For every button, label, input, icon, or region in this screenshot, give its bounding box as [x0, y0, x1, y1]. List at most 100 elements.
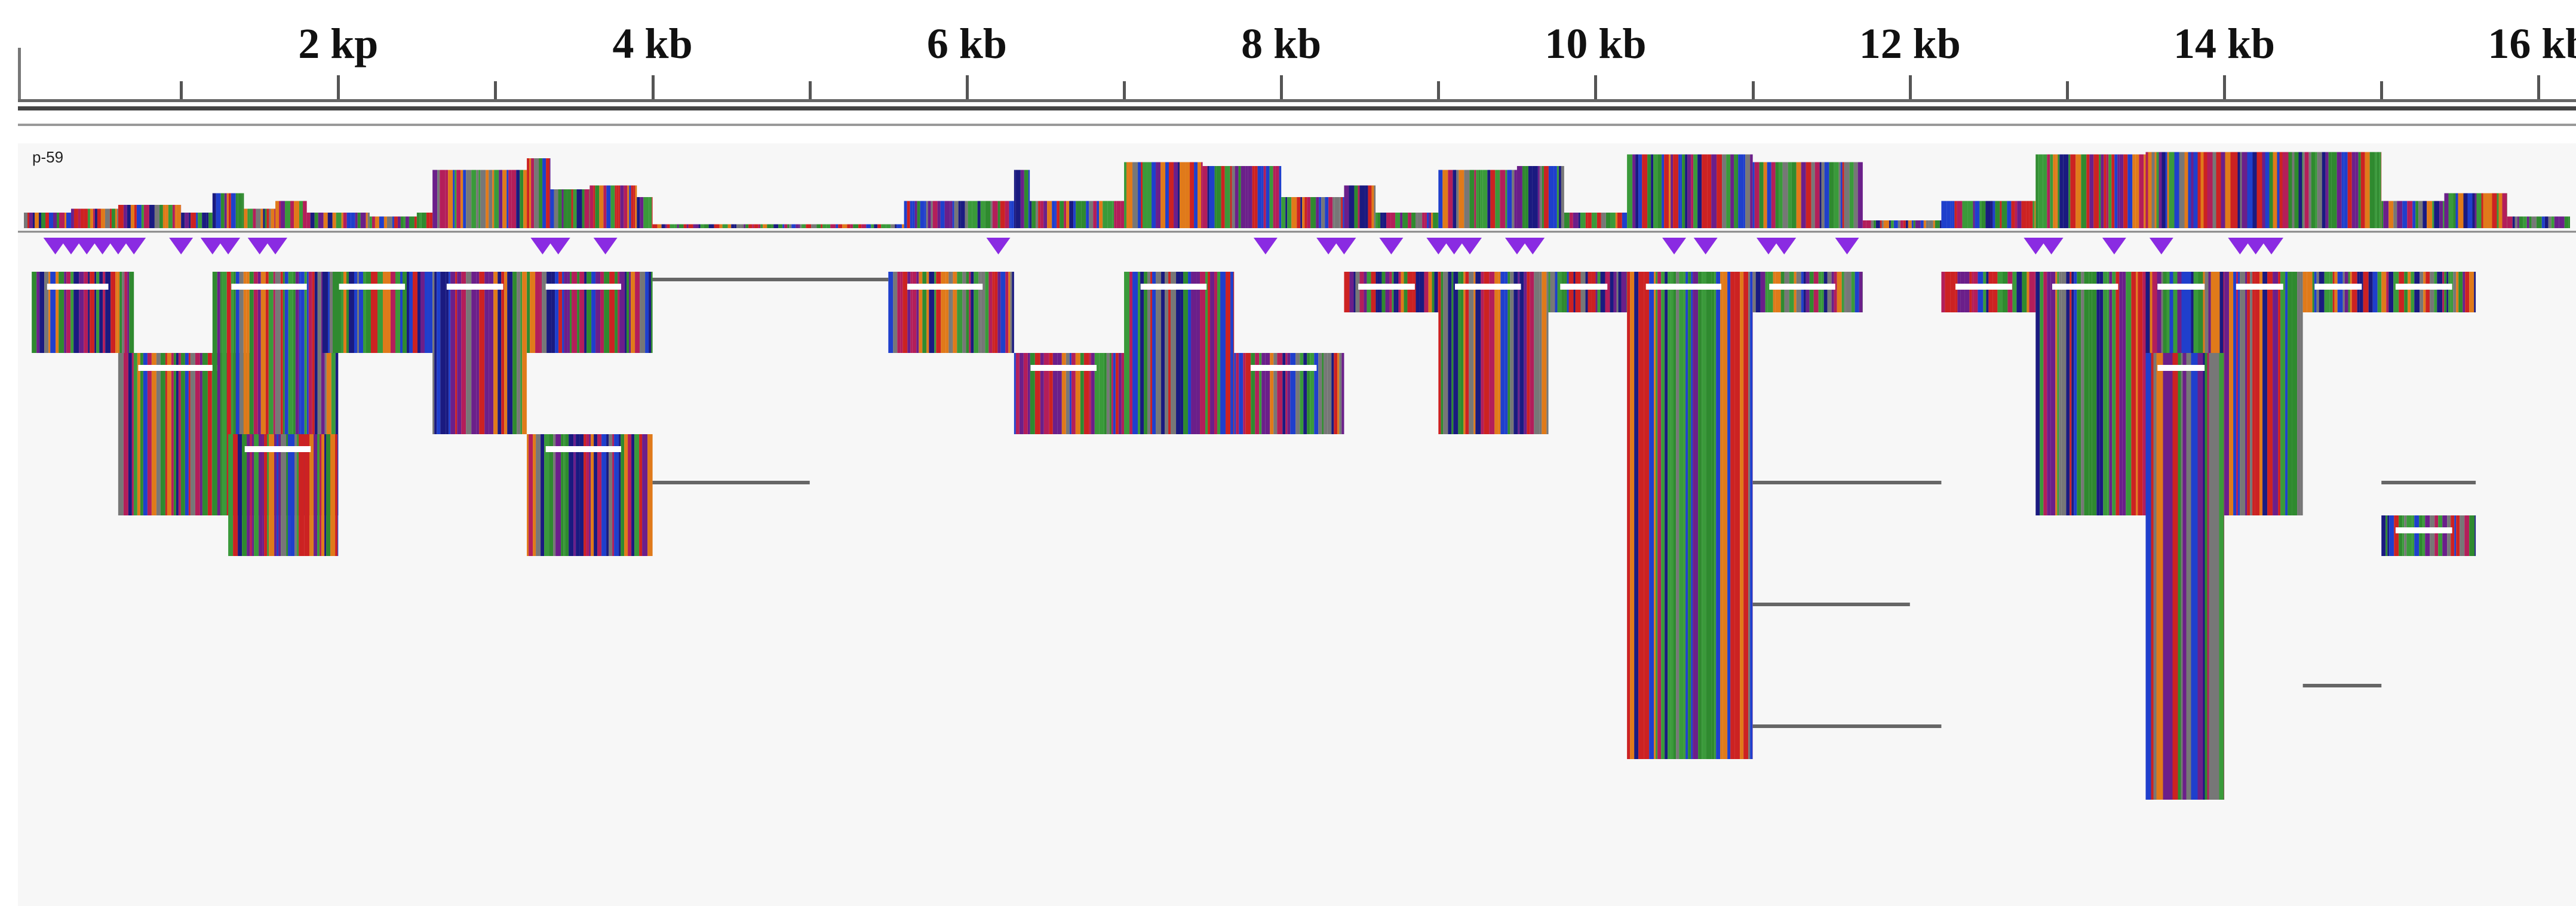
insertion-marker-icon[interactable]: [1316, 238, 1341, 254]
coverage-bar[interactable]: [275, 201, 307, 229]
read-block[interactable]: [2381, 272, 2476, 312]
coverage-bar[interactable]: [1375, 213, 1439, 228]
insertion-marker-icon[interactable]: [216, 238, 241, 254]
read-block[interactable]: [322, 272, 433, 353]
read-block[interactable]: [1627, 272, 1753, 759]
insertion-marker-icon[interactable]: [1772, 238, 1797, 254]
read-line[interactable]: [2381, 481, 2476, 484]
insertion-marker-icon[interactable]: [2243, 238, 2268, 254]
coverage-bar[interactable]: [731, 224, 904, 229]
coverage-bar[interactable]: [2302, 152, 2382, 228]
insertion-marker-icon[interactable]: [1457, 238, 1482, 254]
read-block[interactable]: [2224, 272, 2303, 515]
coverage-bar[interactable]: [24, 213, 71, 228]
coverage-bar[interactable]: [369, 216, 417, 229]
coverage-bar[interactable]: [1752, 162, 1863, 229]
coverage-bar[interactable]: [2145, 152, 2303, 228]
coverage-bar[interactable]: [181, 213, 213, 228]
read-block[interactable]: [1344, 272, 1439, 312]
coverage-bar[interactable]: [2507, 216, 2570, 229]
read-block[interactable]: [2145, 272, 2225, 353]
read-block[interactable]: [888, 272, 1014, 353]
coverage-bar[interactable]: [1516, 166, 1564, 228]
coverage-bar[interactable]: [432, 170, 527, 229]
read-block[interactable]: [212, 272, 339, 515]
insertion-marker-icon[interactable]: [1505, 238, 1529, 254]
insertion-marker-icon[interactable]: [530, 238, 555, 254]
insertion-marker-icon[interactable]: [2149, 238, 2173, 254]
insertion-marker-icon[interactable]: [2039, 238, 2064, 254]
coverage-bar[interactable]: [1014, 170, 1030, 229]
read-block[interactable]: [1124, 272, 1235, 434]
coverage-bar[interactable]: [589, 185, 637, 229]
insertion-marker-icon[interactable]: [1756, 238, 1780, 254]
read-block[interactable]: [2381, 515, 2476, 556]
insertion-marker-icon[interactable]: [546, 238, 570, 254]
insertion-marker-icon[interactable]: [1442, 238, 1466, 254]
read-block[interactable]: [527, 272, 653, 353]
read-block[interactable]: [1234, 353, 1344, 434]
coverage-bar[interactable]: [1862, 220, 1942, 228]
read-line[interactable]: [652, 278, 810, 281]
insertion-marker-icon[interactable]: [2259, 238, 2284, 254]
read-block[interactable]: [1752, 272, 1863, 312]
read-block[interactable]: [1438, 272, 1549, 434]
coverage-bar[interactable]: [1627, 154, 1753, 229]
alignment-canvas[interactable]: [18, 143, 2576, 906]
coverage-bar[interactable]: [1124, 162, 1203, 229]
insertion-marker-icon[interactable]: [1379, 238, 1404, 254]
insertion-marker-icon[interactable]: [43, 238, 67, 254]
coverage-bar[interactable]: [212, 193, 244, 229]
coverage-bar[interactable]: [1030, 201, 1125, 229]
coverage-bar[interactable]: [527, 158, 551, 228]
insertion-marker-icon[interactable]: [169, 238, 194, 254]
read-block[interactable]: [2035, 272, 2146, 515]
coverage-bar[interactable]: [118, 205, 182, 228]
read-block[interactable]: [228, 434, 339, 556]
read-block[interactable]: [432, 272, 527, 434]
insertion-marker-icon[interactable]: [247, 238, 272, 254]
coverage-bar[interactable]: [637, 197, 653, 228]
read-block[interactable]: [1014, 353, 1125, 434]
coverage-bar[interactable]: [306, 213, 370, 228]
coverage-bar[interactable]: [1564, 213, 1628, 228]
read-line[interactable]: [2302, 684, 2382, 687]
insertion-marker-icon[interactable]: [1835, 238, 1859, 254]
insertion-marker-icon[interactable]: [1332, 238, 1356, 254]
coverage-bar[interactable]: [1202, 166, 1282, 228]
coverage-bar[interactable]: [416, 213, 433, 228]
read-block[interactable]: [2302, 272, 2382, 312]
coverage-bar[interactable]: [1281, 197, 1344, 228]
read-block[interactable]: [1548, 272, 1628, 312]
insertion-marker-icon[interactable]: [2024, 238, 2048, 254]
read-line[interactable]: [1752, 481, 1942, 484]
coverage-bar[interactable]: [2381, 201, 2445, 229]
insertion-marker-icon[interactable]: [200, 238, 225, 254]
insertion-marker-icon[interactable]: [1662, 238, 1687, 254]
insertion-marker-icon[interactable]: [106, 238, 130, 254]
insertion-marker-icon[interactable]: [986, 238, 1011, 254]
coverage-bar[interactable]: [550, 189, 590, 228]
insertion-marker-icon[interactable]: [75, 238, 99, 254]
read-line[interactable]: [1752, 603, 1910, 606]
read-block[interactable]: [527, 434, 653, 556]
insertion-marker-icon[interactable]: [1426, 238, 1451, 254]
read-block[interactable]: [32, 272, 134, 353]
insertion-marker-icon[interactable]: [59, 238, 83, 254]
insertion-marker-icon[interactable]: [1521, 238, 1545, 254]
coverage-bar[interactable]: [1941, 201, 2036, 229]
coverage-bar[interactable]: [2444, 193, 2507, 229]
read-line[interactable]: [652, 481, 810, 484]
insertion-marker-icon[interactable]: [1693, 238, 1718, 254]
coverage-bar[interactable]: [1344, 185, 1376, 229]
insertion-marker-icon[interactable]: [2228, 238, 2252, 254]
read-block[interactable]: [1941, 272, 2036, 312]
insertion-marker-icon[interactable]: [263, 238, 288, 254]
coverage-bar[interactable]: [70, 208, 118, 229]
read-line[interactable]: [1752, 724, 1942, 728]
insertion-marker-icon[interactable]: [593, 238, 618, 254]
coverage-bar[interactable]: [652, 224, 732, 229]
insertion-marker-icon[interactable]: [1253, 238, 1278, 254]
read-line[interactable]: [747, 278, 889, 281]
coverage-bar[interactable]: [244, 208, 276, 229]
